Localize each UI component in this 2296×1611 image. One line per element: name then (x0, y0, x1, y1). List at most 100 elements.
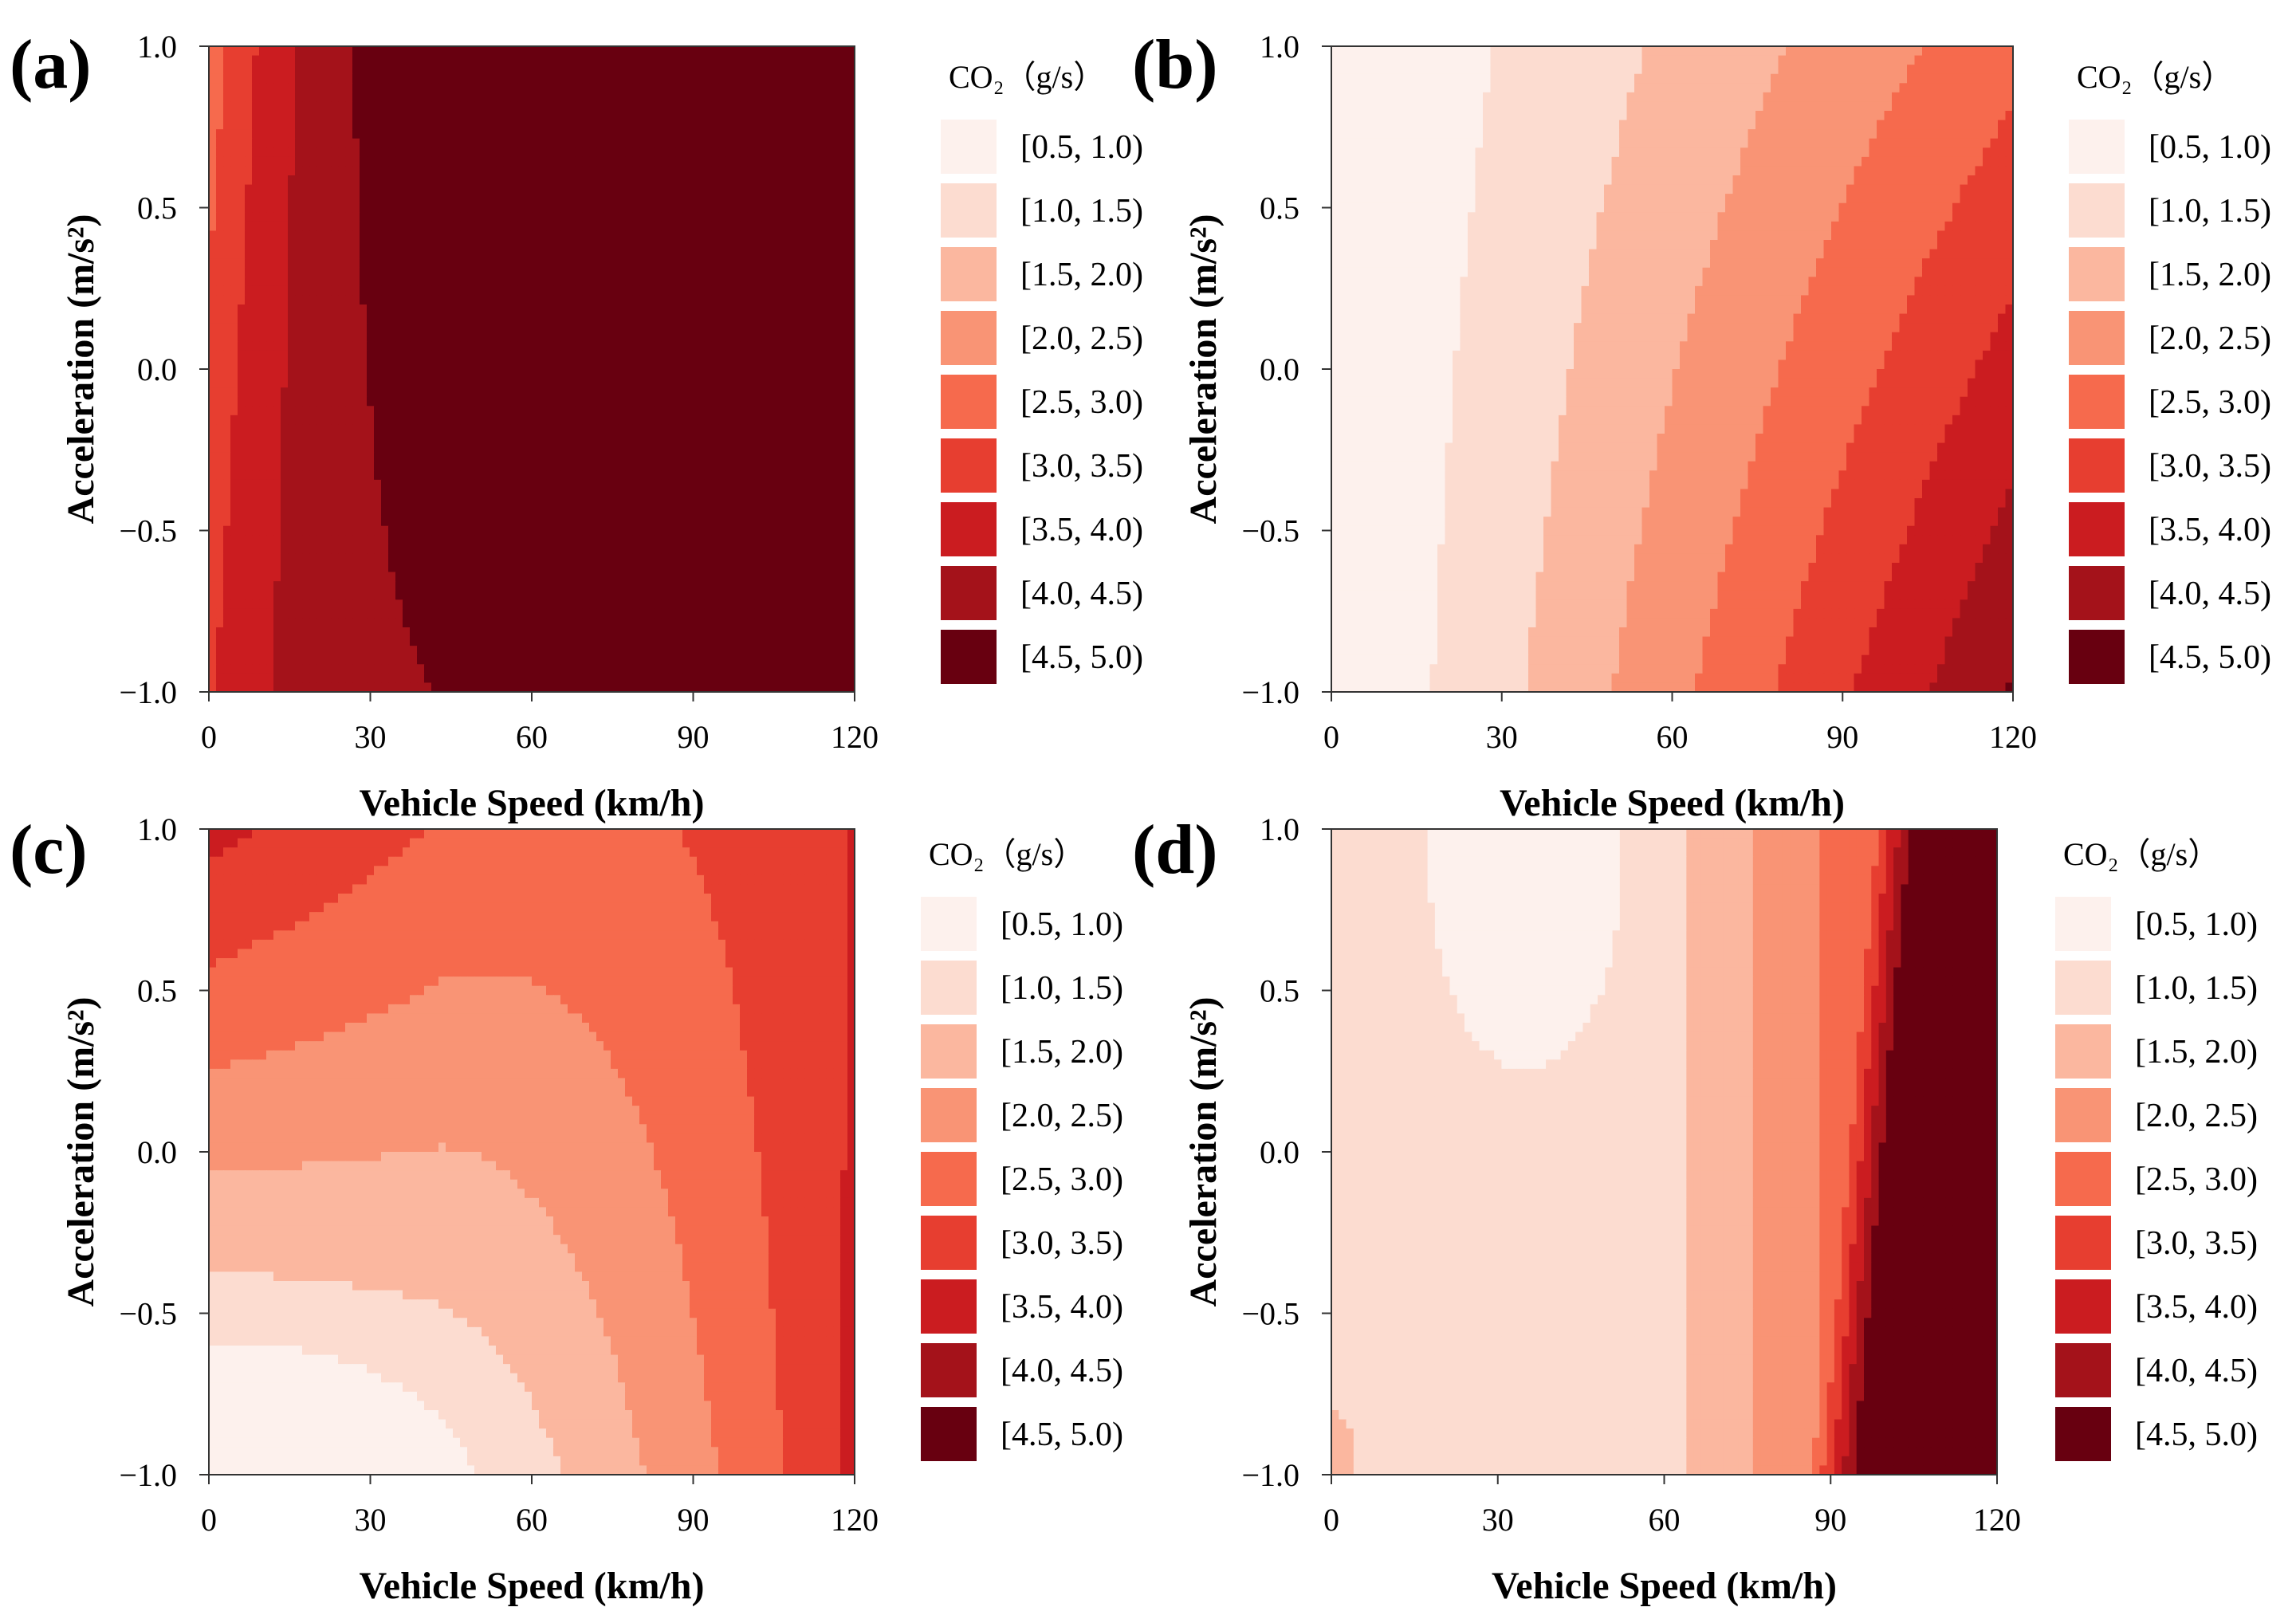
heatmap-cell (525, 147, 533, 157)
heatmap-cell (381, 65, 389, 74)
heatmap-cell (489, 111, 497, 120)
heatmap-cell (216, 120, 224, 130)
heatmap-cell (589, 111, 597, 120)
heatmap-cell (517, 129, 525, 139)
heatmap-cell (661, 65, 669, 74)
heatmap-cell (438, 129, 446, 139)
heatmap-cell (704, 56, 712, 65)
heatmap-cell (568, 56, 576, 65)
heatmap-cell (510, 83, 518, 92)
heatmap-cell (711, 129, 719, 139)
heatmap-cell (733, 157, 741, 167)
heatmap-cell (611, 65, 619, 74)
heatmap-cell (403, 120, 411, 130)
heatmap-cell (797, 83, 805, 92)
heatmap-cell (733, 166, 741, 175)
heatmap-cell (618, 157, 626, 167)
heatmap-cell (230, 111, 238, 120)
heatmap-cell (374, 65, 382, 74)
heatmap-cell (611, 83, 619, 92)
heatmap-cell (352, 175, 360, 185)
heatmap-cell (632, 46, 640, 56)
heatmap-cell (812, 74, 820, 84)
heatmap-cell (345, 83, 353, 92)
heatmap-cell (582, 101, 590, 111)
heatmap-cell (654, 147, 662, 157)
heatmap-cell (804, 56, 812, 65)
heatmap-cell (474, 83, 482, 92)
heatmap-cell (675, 65, 683, 74)
heatmap-cell (496, 120, 504, 130)
heatmap-cell (754, 120, 762, 130)
heatmap-cell (840, 129, 848, 139)
heatmap-cell (647, 92, 655, 102)
heatmap-cell (230, 175, 238, 185)
heatmap-cell (769, 147, 776, 157)
heatmap-cell (338, 147, 346, 157)
heatmap-cell (410, 101, 418, 111)
heatmap-cell (410, 166, 418, 175)
heatmap-cell (682, 65, 690, 74)
heatmap-cell (639, 147, 647, 157)
heatmap-cell (489, 56, 497, 65)
heatmap-cell (309, 157, 317, 167)
heatmap-cell (424, 147, 432, 157)
heatmap-cell (826, 74, 834, 84)
heatmap-cell (216, 83, 224, 92)
heatmap-cell (453, 46, 461, 56)
heatmap-cell (431, 46, 439, 56)
heatmap-cell (704, 74, 712, 84)
heatmap-cell (776, 157, 784, 167)
heatmap-cell (474, 65, 482, 74)
heatmap-cell (403, 157, 411, 167)
heatmap-cell (654, 157, 662, 167)
heatmap-cell (496, 139, 504, 148)
heatmap-cell (797, 157, 805, 167)
heatmap-cell (603, 157, 611, 167)
heatmap-cell (474, 111, 482, 120)
heatmap-cell (238, 46, 246, 56)
heatmap-cell (474, 139, 482, 148)
heatmap-cell (460, 101, 468, 111)
heatmap-cell (661, 129, 669, 139)
heatmap-cell (733, 46, 741, 56)
heatmap-cell (288, 166, 296, 175)
heatmap-cell (725, 74, 733, 84)
heatmap-cell (568, 65, 576, 74)
heatmap-cell (410, 92, 418, 102)
heatmap-cell (747, 139, 755, 148)
heatmap-cell (568, 74, 576, 84)
heatmap-cell (560, 83, 568, 92)
heatmap-cell (833, 120, 841, 130)
heatmap-cell (733, 147, 741, 157)
heatmap-cell (539, 83, 547, 92)
heatmap-cell (840, 56, 848, 65)
heatmap-cell (410, 111, 418, 120)
heatmap-cell (360, 129, 368, 139)
heatmap-cell (747, 166, 755, 175)
heatmap-cell (711, 139, 719, 148)
heatmap-cell (245, 92, 253, 102)
heatmap-cell (582, 157, 590, 167)
heatmap-cell (668, 65, 676, 74)
heatmap-cell (259, 157, 267, 167)
heatmap-cell (438, 147, 446, 157)
heatmap-cell (403, 129, 411, 139)
heatmap-cell (453, 129, 461, 139)
heatmap-cell (238, 74, 246, 84)
heatmap-cell (812, 92, 820, 102)
heatmap-cell (403, 175, 411, 185)
heatmap-cell (431, 74, 439, 84)
heatmap-cell (216, 101, 224, 111)
heatmap-cell (331, 147, 339, 157)
heatmap-cell (718, 46, 726, 56)
heatmap-cell (560, 56, 568, 65)
heatmap-cell (388, 166, 396, 175)
heatmap-cell (223, 166, 231, 175)
heatmap-cell (245, 166, 253, 175)
heatmap-cell (654, 129, 662, 139)
heatmap-cell (611, 120, 619, 130)
heatmap-cell (460, 92, 468, 102)
heatmap-cell (338, 74, 346, 84)
heatmap-cell (560, 147, 568, 157)
